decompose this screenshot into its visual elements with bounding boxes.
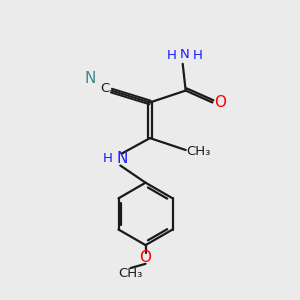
Text: O: O [140, 250, 152, 265]
Text: H: H [167, 49, 176, 62]
Text: C: C [100, 82, 110, 95]
Text: H: H [193, 49, 203, 62]
Text: N: N [116, 152, 128, 166]
Text: N: N [180, 48, 190, 62]
Text: O: O [214, 95, 226, 110]
Text: H: H [103, 152, 113, 165]
Text: N: N [85, 70, 96, 86]
Text: CH₃: CH₃ [118, 267, 143, 280]
Text: CH₃: CH₃ [186, 145, 210, 158]
